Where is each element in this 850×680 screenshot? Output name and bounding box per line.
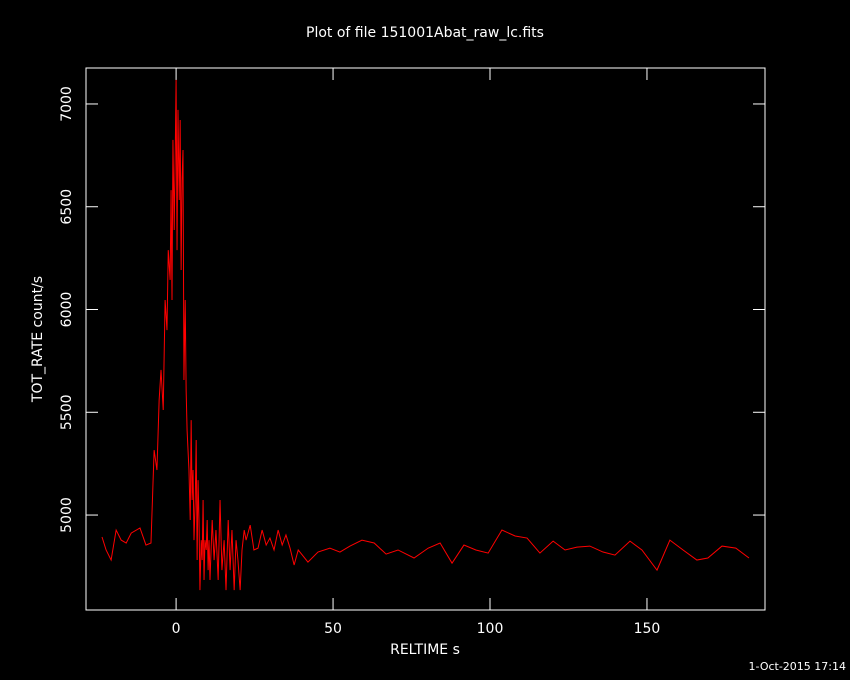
y-tick-label: 7000 [59, 86, 75, 122]
x-tick-label: 150 [634, 621, 661, 637]
chart-title: Plot of file 151001Abat_raw_lc.fits [306, 25, 544, 41]
y-tick-label: 5500 [59, 394, 75, 430]
y-tick-label: 6000 [59, 292, 75, 328]
plot-frame [85, 67, 766, 611]
x-tick-label: 0 [172, 621, 181, 637]
x-axis-label: RELTIME s [390, 642, 460, 658]
x-tick-label: 50 [324, 621, 342, 637]
y-axis-label: TOT_RATE count/s [30, 276, 46, 403]
y-tick-label: 6500 [59, 189, 75, 225]
footer-timestamp: 1-Oct-2015 17:14 [749, 660, 846, 673]
y-tick-label: 5000 [59, 497, 75, 533]
data-line [101, 79, 750, 591]
x-tick-label: 100 [477, 621, 504, 637]
